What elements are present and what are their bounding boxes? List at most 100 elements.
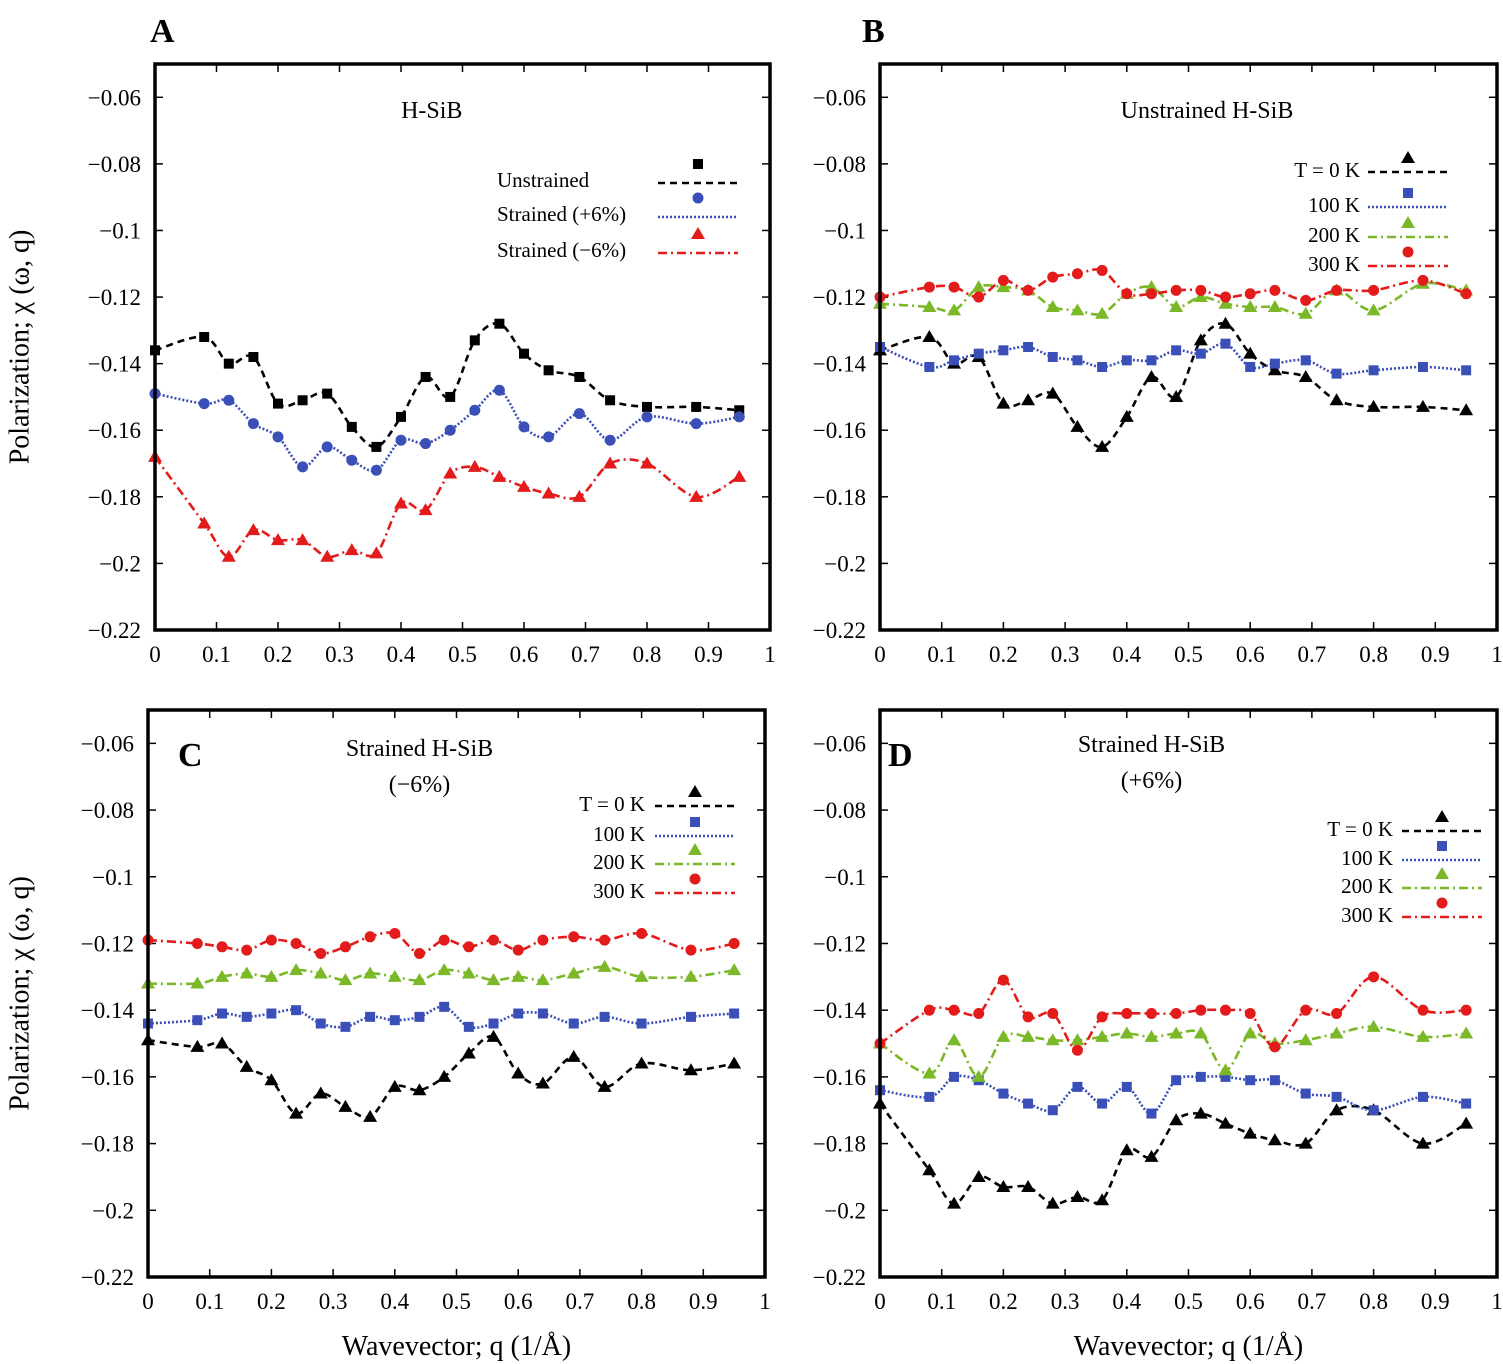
data-point-1 [636,1018,647,1029]
data-point-0 [734,405,745,416]
data-point-2 [394,496,408,509]
x-tick-label: 0.1 [927,1289,956,1314]
data-point-3 [1220,291,1232,303]
data-point-0 [597,1079,612,1092]
data-point-0 [289,1106,304,1119]
y-tick-label: −0.06 [88,85,141,110]
data-point-1 [1300,355,1311,366]
data-point-0 [511,1066,526,1079]
data-point-0 [727,1056,742,1069]
y-tick-label: −0.14 [813,352,867,377]
data-point-1 [924,361,935,372]
data-point-3 [1195,1004,1207,1016]
data-point-1 [1245,1075,1256,1086]
y-tick-label: −0.22 [81,1265,134,1290]
data-point-2 [634,969,649,982]
data-point-1 [1047,351,1058,362]
data-point-0 [683,1063,698,1076]
data-point-0 [996,396,1011,409]
data-point-3 [997,974,1009,986]
data-point-2 [1366,303,1381,316]
data-point-3 [339,941,351,953]
data-point-3 [1460,288,1472,300]
data-point-2 [597,959,612,972]
data-point-1 [518,421,530,433]
series-line-2 [879,281,1467,316]
y-axis-label: Polarization; χ (ω, q) [4,230,35,465]
data-point-2 [344,543,359,556]
data-point-2 [732,469,747,482]
y-tick-label: −0.12 [813,931,866,956]
data-point-3 [1368,971,1380,983]
data-point-2 [412,973,427,986]
data-point-0 [574,371,585,382]
data-point-1 [493,384,505,396]
x-tick-label: 0.4 [1112,1289,1141,1314]
data-point-0 [996,1179,1011,1192]
data-point-0 [371,441,382,452]
data-point-3 [1145,288,1157,300]
data-point-0 [223,358,234,369]
data-point-1 [733,411,745,423]
data-point-0 [1193,1106,1208,1119]
data-point-2 [461,966,476,979]
data-point-2 [1095,1029,1110,1042]
legend-label: T = 0 K [579,792,645,816]
x-tick-label: 0.8 [627,1289,656,1314]
data-point-0 [1070,419,1085,432]
data-point-3 [364,931,376,943]
x-tick-label: 0 [142,1289,154,1314]
y-tick-label: −0.2 [824,551,866,576]
data-point-0 [1415,399,1430,412]
data-point-1 [217,1008,228,1019]
series-line-2 [147,965,735,986]
data-point-1 [444,424,456,436]
data-point-3 [463,941,475,953]
data-point-0 [363,1109,378,1122]
data-point-3 [599,934,611,946]
data-point-0 [1045,1196,1060,1209]
data-point-3 [315,947,327,959]
data-point-3 [1121,1008,1133,1020]
data-point-2 [492,469,507,482]
data-point-1 [1146,1108,1157,1119]
data-point-2 [1193,1026,1208,1039]
data-point-0 [469,335,480,346]
data-point-2 [683,969,698,982]
data-point-0 [947,1196,962,1209]
legend-marker [1435,867,1449,879]
data-point-1 [346,454,358,466]
x-tick-label: 0.6 [1236,1289,1265,1314]
y-tick-label: −0.18 [813,1132,866,1157]
data-point-2 [971,1069,986,1082]
data-point-2 [1045,1033,1060,1046]
panel-letter: B [862,13,885,50]
data-point-0 [1218,316,1233,329]
data-point-3 [1460,1004,1472,1016]
data-point-1 [1269,1075,1280,1086]
data-point-2 [1070,1033,1085,1046]
data-point-0 [1267,363,1282,376]
data-point-1 [395,434,407,446]
y-tick-label: −0.18 [813,485,866,510]
data-point-1 [1097,361,1108,372]
data-point-1 [973,348,984,359]
data-point-3 [1096,264,1108,276]
data-point-1 [439,1001,450,1012]
data-point-3 [923,281,935,293]
data-point-2 [517,479,531,492]
data-point-3 [1047,271,1059,283]
series-line-1 [879,342,1467,376]
plot-frame [146,708,767,1279]
y-tick-label: −0.1 [92,865,134,890]
data-point-0 [313,1086,328,1099]
data-point-1 [1195,348,1206,359]
data-point-2 [1193,290,1208,303]
chart-subtitle: (−6%) [389,772,451,798]
data-point-2 [922,300,937,313]
data-point-0 [239,1059,254,1072]
x-tick-label: 0.5 [448,642,477,667]
data-point-3 [512,944,524,956]
data-point-2 [640,456,654,469]
data-point-0 [1021,393,1036,406]
